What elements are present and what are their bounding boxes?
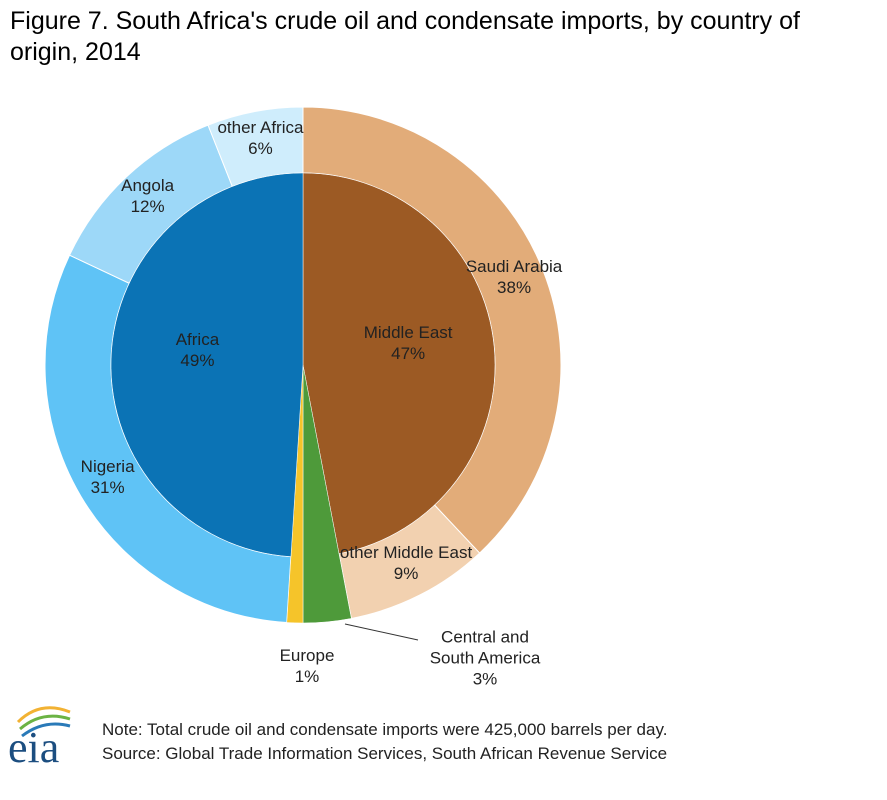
note: Note: Total crude oil and condensate imp… xyxy=(102,720,668,739)
value-label: 31% xyxy=(90,477,125,497)
slice-name: Central and South America xyxy=(429,627,541,668)
value-label: 47% xyxy=(391,344,426,364)
slice-name: Middle East xyxy=(363,323,453,343)
source: Source: Global Trade Information Service… xyxy=(102,744,668,763)
slice-name: other Middle East xyxy=(339,543,473,563)
wedge-inner xyxy=(302,172,496,554)
slice-name: Saudi Arabia xyxy=(465,257,563,277)
logo-arc xyxy=(19,714,71,731)
value-label: 6% xyxy=(248,139,273,159)
logo-arc xyxy=(21,722,71,738)
chart-title: Figure 7. South Africa's crude oil and c… xyxy=(10,7,800,66)
value-label: 49% xyxy=(180,350,215,370)
wedge-inner xyxy=(110,172,304,557)
slice-name: Nigeria xyxy=(80,456,135,476)
value-label: 1% xyxy=(294,667,320,686)
data-label: other Middle East 9% xyxy=(311,542,501,584)
leader-line xyxy=(344,623,419,641)
slice-name: Europe xyxy=(279,646,335,665)
logo-arc xyxy=(16,706,71,724)
notes: Note: Total crude oil and condensate imp… xyxy=(102,718,667,766)
slice-name: Africa xyxy=(175,329,220,349)
data-label: Angola 12% xyxy=(53,175,243,217)
value-label: 12% xyxy=(130,196,165,216)
logo: eia xyxy=(8,723,60,772)
value-label: 38% xyxy=(497,278,532,298)
data-label: Europe 1% xyxy=(280,645,335,687)
value-label: 9% xyxy=(393,564,419,584)
data-label: Central and South America 3% xyxy=(423,627,548,690)
data-label: Nigeria 31% xyxy=(13,456,203,498)
data-label: Africa 49% xyxy=(127,329,267,371)
data-label: other Africa 6% xyxy=(165,117,355,159)
slice-name: Angola xyxy=(121,175,175,195)
data-label: Saudi Arabia 38% xyxy=(419,256,609,298)
data-label: Middle East 47% xyxy=(338,322,478,364)
slice-name: other Africa xyxy=(217,118,304,138)
value-label: 3% xyxy=(472,669,498,689)
